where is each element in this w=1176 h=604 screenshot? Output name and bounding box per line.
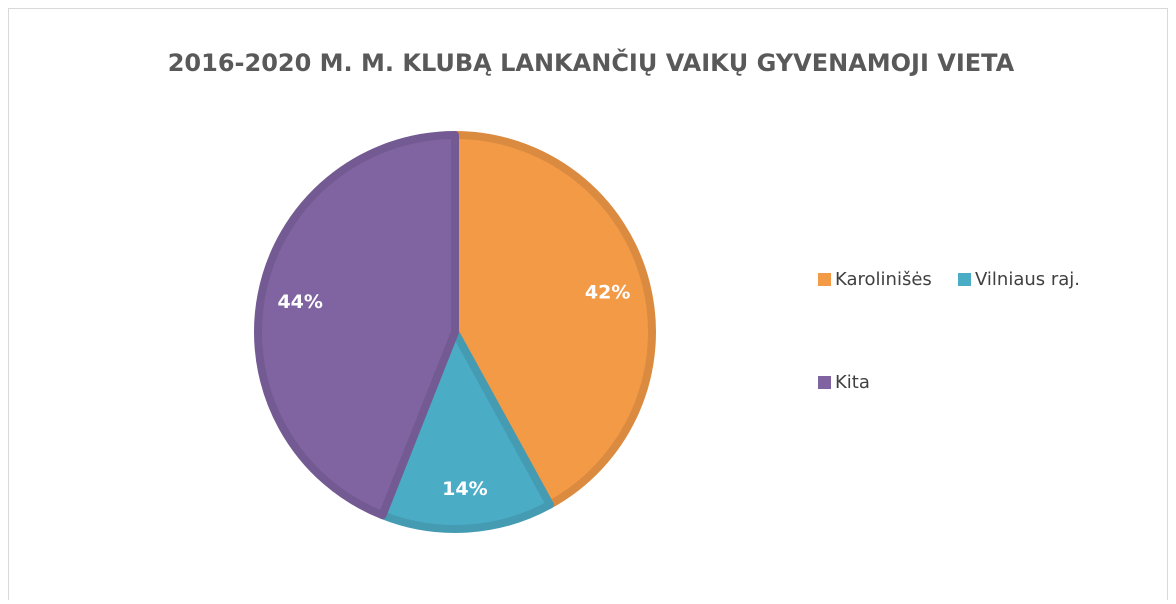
pie-slice	[451, 131, 656, 509]
chart-title: 2016-2020 M. M. KLUBĄ LANKANČIŲ VAIKŲ GY…	[168, 47, 1015, 77]
data-label: 14%	[442, 478, 487, 500]
data-label: 42%	[585, 281, 630, 303]
pie-slice	[254, 131, 459, 520]
legend-label: Vilniaus raj.	[975, 269, 1080, 290]
legend-swatch	[818, 376, 831, 389]
pie-slice	[378, 328, 554, 533]
legend-label: Karolinišės	[835, 269, 932, 290]
legend-swatch	[958, 273, 971, 286]
data-label: 44%	[277, 291, 322, 313]
legend-swatch	[818, 273, 831, 286]
legend-label: Kita	[835, 372, 870, 393]
